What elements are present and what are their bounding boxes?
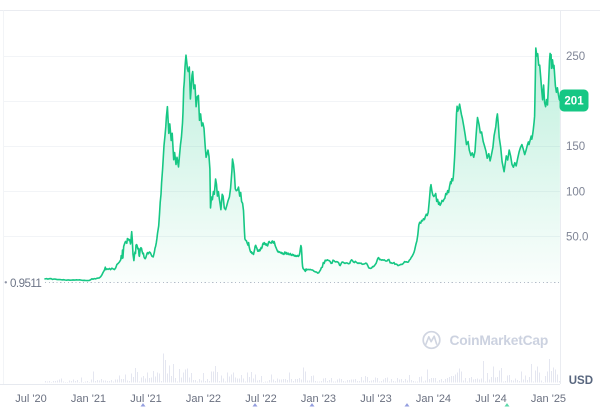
svg-text:Jan '23: Jan '23 bbox=[301, 393, 336, 405]
svg-text:50.0: 50.0 bbox=[566, 232, 588, 244]
svg-text:Jul '21: Jul '21 bbox=[130, 393, 161, 405]
svg-text:Jul '22: Jul '22 bbox=[245, 393, 276, 405]
svg-text:Jan '21: Jan '21 bbox=[71, 393, 106, 405]
svg-text:Jan '22: Jan '22 bbox=[186, 393, 221, 405]
svg-text:201: 201 bbox=[564, 96, 584, 108]
svg-text:CoinMarketCap: CoinMarketCap bbox=[450, 333, 549, 348]
svg-text:250: 250 bbox=[566, 51, 585, 63]
svg-text:Jan '24: Jan '24 bbox=[416, 393, 451, 405]
svg-text:100: 100 bbox=[566, 187, 585, 199]
svg-text:USD: USD bbox=[569, 375, 593, 387]
svg-text:Jul '24: Jul '24 bbox=[475, 393, 506, 405]
svg-text:150: 150 bbox=[566, 141, 585, 153]
svg-text:Jul '23: Jul '23 bbox=[360, 393, 391, 405]
svg-text:Jan '25: Jan '25 bbox=[531, 393, 566, 405]
svg-text:0.9511: 0.9511 bbox=[10, 277, 41, 290]
svg-text:Jul '20: Jul '20 bbox=[15, 393, 46, 405]
